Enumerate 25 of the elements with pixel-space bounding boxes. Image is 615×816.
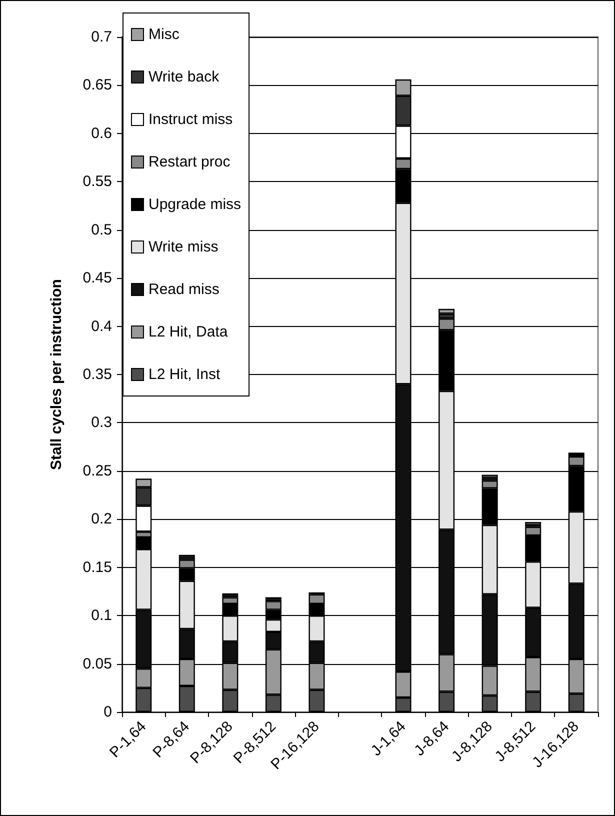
legend-label: Upgrade miss bbox=[148, 196, 242, 213]
y-tick-label: 0.6 bbox=[91, 124, 112, 142]
y-tick-label: 0.65 bbox=[82, 76, 112, 94]
y-tick-label: 0.1 bbox=[91, 607, 112, 624]
y-tick-label: 0.15 bbox=[82, 558, 112, 576]
y-axis-title: Stall cycles per instruction bbox=[48, 279, 65, 470]
y-tick-label: 0.35 bbox=[82, 366, 112, 383]
legend-label: Instruct miss bbox=[148, 111, 233, 128]
y-tick-label: 0.5 bbox=[91, 221, 112, 238]
legend-label: Restart proc bbox=[148, 154, 231, 170]
y-tick-label: 0.3 bbox=[91, 414, 112, 432]
y-tick-label: 0.55 bbox=[82, 173, 112, 190]
legend-label: Read miss bbox=[148, 281, 220, 298]
y-tick-label: 0.4 bbox=[91, 318, 112, 335]
legend-label: Write back bbox=[148, 68, 220, 86]
legend-label: Misc bbox=[148, 26, 180, 43]
y-tick-label: 0.7 bbox=[91, 28, 112, 46]
legend-label: Write miss bbox=[148, 238, 218, 256]
y-tick-label: 0.2 bbox=[91, 510, 112, 528]
y-tick-label: 0.05 bbox=[82, 655, 112, 672]
legend-label: L2 Hit, Data bbox=[148, 324, 228, 340]
y-tick-label: 0.25 bbox=[82, 462, 112, 480]
y-tick-label: 0.45 bbox=[82, 270, 112, 287]
legend-label: L2 Hit, Inst bbox=[148, 366, 222, 383]
y-tick-label: 0 bbox=[104, 704, 112, 720]
